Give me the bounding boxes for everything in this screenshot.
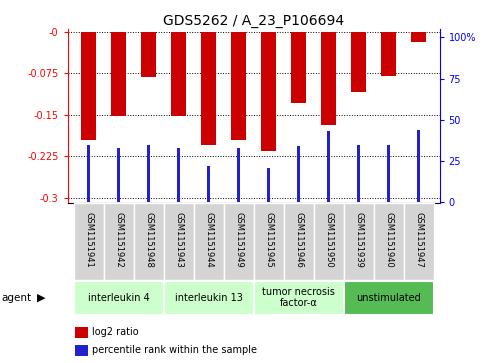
Bar [73, 281, 164, 315]
Text: GSM1151949: GSM1151949 [234, 212, 243, 268]
Bar [284, 203, 313, 280]
Bar [381, 32, 396, 76]
Text: GSM1151941: GSM1151941 [84, 212, 93, 268]
Bar [291, 32, 306, 103]
Bar [75, 327, 88, 338]
Bar [351, 32, 366, 91]
Text: percentile rank within the sample: percentile rank within the sample [92, 345, 257, 355]
Bar [224, 203, 254, 280]
Text: GSM1151942: GSM1151942 [114, 212, 123, 268]
Text: GSM1151944: GSM1151944 [204, 212, 213, 268]
Bar [411, 32, 426, 42]
Text: ▶: ▶ [37, 293, 45, 303]
Bar [343, 281, 434, 315]
Bar [117, 148, 120, 203]
Text: GSM1151945: GSM1151945 [264, 212, 273, 268]
Title: GDS5262 / A_23_P106694: GDS5262 / A_23_P106694 [163, 14, 344, 28]
Bar [177, 148, 180, 203]
Text: GSM1151948: GSM1151948 [144, 212, 153, 268]
Text: interleukin 13: interleukin 13 [175, 293, 242, 303]
Bar [104, 203, 134, 280]
Bar [417, 130, 420, 203]
Bar [321, 32, 336, 125]
Bar [237, 148, 241, 203]
Bar [164, 281, 254, 315]
Text: log2 ratio: log2 ratio [92, 327, 139, 337]
Bar [164, 203, 194, 280]
Bar [134, 203, 164, 280]
Text: GSM1151943: GSM1151943 [174, 212, 183, 268]
Bar [207, 166, 211, 203]
Text: agent: agent [1, 293, 31, 303]
Bar [403, 203, 434, 280]
Text: interleukin 4: interleukin 4 [88, 293, 149, 303]
Bar [327, 131, 330, 203]
Bar [387, 144, 390, 203]
Bar [111, 32, 126, 116]
Bar [373, 203, 403, 280]
Bar [201, 32, 216, 145]
Bar [75, 345, 88, 356]
Bar [297, 146, 300, 203]
Text: GSM1151947: GSM1151947 [414, 212, 423, 268]
Bar [343, 203, 373, 280]
Text: GSM1151946: GSM1151946 [294, 212, 303, 268]
Bar [313, 203, 343, 280]
Text: tumor necrosis
factor-α: tumor necrosis factor-α [262, 287, 335, 309]
Bar [254, 203, 284, 280]
Bar [261, 32, 276, 151]
Bar [73, 203, 104, 280]
Bar [147, 144, 150, 203]
Bar [81, 32, 96, 140]
Bar [254, 281, 343, 315]
Bar [141, 32, 156, 77]
Bar [267, 168, 270, 203]
Text: GSM1151940: GSM1151940 [384, 212, 393, 268]
Bar [87, 144, 90, 203]
Bar [357, 144, 360, 203]
Text: GSM1151939: GSM1151939 [354, 212, 363, 268]
Bar [231, 32, 246, 140]
Text: unstimulated: unstimulated [356, 293, 421, 303]
Bar [171, 32, 186, 116]
Text: GSM1151950: GSM1151950 [324, 212, 333, 268]
Bar [194, 203, 224, 280]
